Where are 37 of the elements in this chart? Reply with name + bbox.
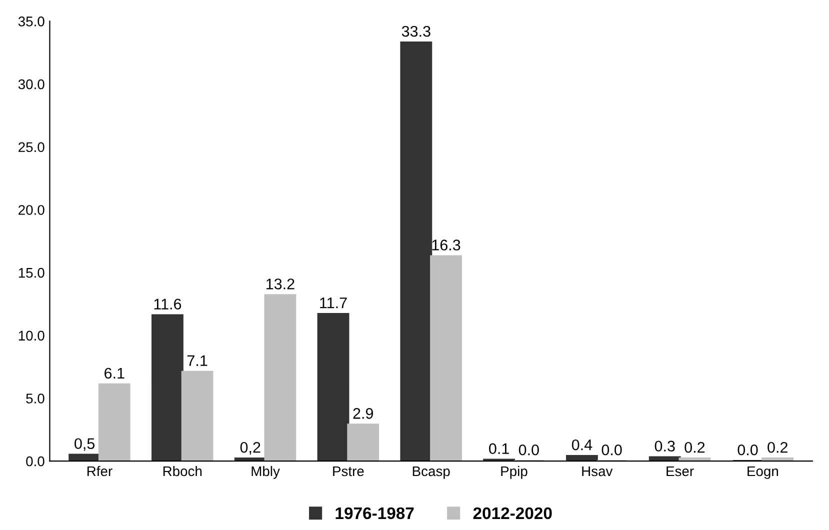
data-label: 0.1 bbox=[489, 443, 509, 454]
y-tick-label: 25.0 bbox=[18, 142, 44, 152]
data-label: 0.0 bbox=[738, 444, 758, 456]
x-tick-label: Mbly bbox=[252, 466, 280, 479]
data-label: 0,2 bbox=[240, 442, 260, 455]
legend-label: 1976-1987 bbox=[336, 507, 414, 520]
data-label: 33.3 bbox=[402, 26, 430, 37]
data-label: 7.1 bbox=[187, 355, 208, 366]
data-label: 0.0 bbox=[518, 444, 539, 456]
y-tick-label: 20.0 bbox=[18, 205, 44, 215]
y-tick-label: 0.0 bbox=[26, 456, 44, 466]
legend-label: 2012-2020 bbox=[473, 507, 552, 520]
data-label: 0.3 bbox=[654, 440, 675, 452]
data-label: 2.9 bbox=[353, 408, 373, 419]
data-label: 16.3 bbox=[432, 240, 460, 250]
x-tick-label: Hsav bbox=[582, 466, 613, 476]
data-label: 6.1 bbox=[104, 368, 124, 379]
x-tick-label: Eser bbox=[666, 466, 694, 476]
x-tick-label: Pstre bbox=[333, 466, 364, 476]
data-label: 0.2 bbox=[684, 442, 705, 453]
data-label: 0.0 bbox=[602, 444, 622, 456]
y-tick-label: 15.0 bbox=[18, 268, 44, 278]
y-tick-label: 10.0 bbox=[18, 330, 44, 341]
data-label: 0.4 bbox=[572, 439, 592, 450]
x-tick-label: Eogn bbox=[748, 466, 778, 479]
y-tick-label: 35.0 bbox=[18, 16, 44, 26]
data-label: 11.6 bbox=[154, 298, 182, 310]
x-tick-label: Rboch bbox=[163, 466, 202, 476]
data-label: 0.2 bbox=[768, 442, 788, 453]
y-tick-label: 5.0 bbox=[26, 394, 44, 404]
data-label: 13.2 bbox=[266, 278, 294, 290]
x-tick-label: Ppip bbox=[501, 466, 528, 479]
x-tick-label: Rfer bbox=[88, 466, 112, 476]
data-label: 0,5 bbox=[74, 438, 95, 451]
data-label: 11.7 bbox=[320, 298, 347, 308]
y-tick-label: 30.0 bbox=[18, 79, 44, 90]
x-tick-label: Bcasp bbox=[412, 466, 450, 479]
